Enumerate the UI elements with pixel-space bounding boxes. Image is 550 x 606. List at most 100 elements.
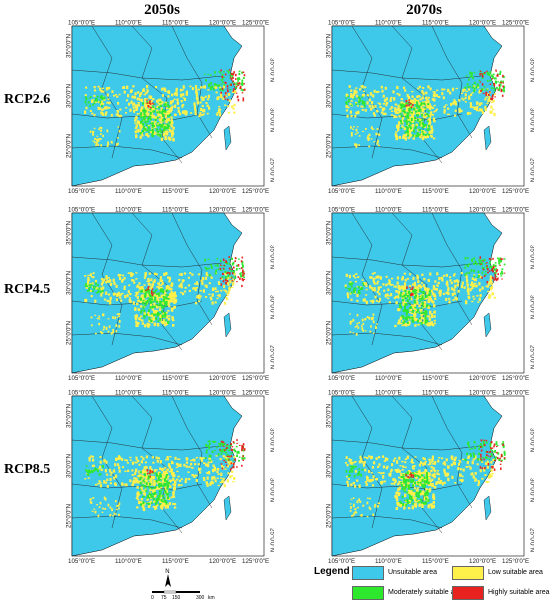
suitability-pattern [345,69,506,148]
province-border-2 [171,395,213,509]
lat-tick-right: 30°0'0"N [269,478,275,502]
lon-tick-bottom: 120°0'0"E [469,375,496,382]
province-border-2 [431,395,473,509]
lon-tick-top: 120°0'0"E [209,390,236,397]
lat-tick-left: 30°0'0"N [66,454,73,478]
lon-tick-top: 110°0'0"E [115,20,142,27]
province-border-3 [331,256,483,268]
province-border-5 [71,332,183,346]
lon-tick-top: 120°0'0"E [469,390,496,397]
lon-tick-top: 115°0'0"E [422,390,449,397]
province-border-1 [391,395,443,534]
lon-tick-top: 125°0'0"E [242,20,269,27]
lon-tick-bottom: 105°0'0"E [328,375,355,382]
legend-label-low: Low suitable area [488,569,543,576]
lon-tick-bottom: 105°0'0"E [68,188,95,195]
lon-tick-top: 105°0'0"E [328,390,355,397]
province-border-5 [71,515,183,529]
legend-swatch-low [452,566,484,580]
land-area [71,212,243,374]
map-rcp26-2070s: 105°0'0"E 105°0'0"E 110°0'0"E 110°0'0"E 115°… [324,18,534,198]
province-border-5 [331,332,443,346]
column-title-2050s: 2050s [144,2,180,18]
legend-swatch-unsuitable [352,566,384,580]
lon-tick-bottom: 120°0'0"E [209,558,236,565]
column-title-2070s: 2070s [406,2,442,18]
lat-tick-right: 35°0'0"N [269,58,275,82]
suitability-pattern [344,256,506,336]
lat-tick-left: 25°0'0"N [66,321,73,345]
province-border-3 [331,439,483,451]
legend-swatch-high [452,586,484,600]
lon-tick-top: 105°0'0"E [328,20,355,27]
lon-tick-bottom: 115°0'0"E [422,188,449,195]
lon-tick-top: 125°0'0"E [502,207,529,214]
lon-tick-bottom: 120°0'0"E [469,558,496,565]
lon-tick-top: 105°0'0"E [328,207,355,214]
lon-tick-top: 125°0'0"E [502,390,529,397]
province-border-5 [331,515,443,529]
lat-tick-right: 25°0'0"N [529,158,535,182]
row-title-rcp26: RCP2.6 [4,92,51,107]
taiwan-island [483,125,492,151]
province-border-2 [171,212,213,326]
lat-tick-right: 25°0'0"N [269,345,275,369]
lon-tick-bottom: 125°0'0"E [502,188,529,195]
lat-tick-right: 30°0'0"N [529,108,535,132]
north-arrow-icon: N [162,567,174,589]
lat-tick-left: 30°0'0"N [66,84,73,108]
lat-tick-left: 25°0'0"N [66,134,73,158]
row-title-rcp85: RCP8.5 [4,462,51,477]
scale-bar: 0 75 150 300 km [150,590,220,602]
province-border-1 [391,212,443,351]
lon-tick-top: 125°0'0"E [502,20,529,27]
province-border-3 [71,69,223,81]
lat-tick-left: 30°0'0"N [326,271,333,295]
province-border-1 [131,25,183,164]
taiwan-island [223,125,232,151]
scale-tick-75: 75 [161,595,167,601]
taiwan-island [483,495,492,521]
lon-tick-top: 105°0'0"E [68,20,95,27]
province-border-0 [351,212,383,346]
lon-tick-top: 110°0'0"E [375,207,402,214]
legend-swatch-moderate [352,586,384,600]
lat-tick-right: 30°0'0"N [529,478,535,502]
lon-tick-top: 125°0'0"E [242,207,269,214]
lat-tick-left: 35°0'0"N [326,221,333,245]
lon-tick-bottom: 105°0'0"E [328,558,355,565]
lon-tick-bottom: 120°0'0"E [469,188,496,195]
province-border-0 [91,395,123,529]
lon-tick-bottom: 105°0'0"E [68,375,95,382]
lat-tick-right: 25°0'0"N [269,158,275,182]
legend-label-high: Highly suitable area [488,589,550,596]
map-rcp45-2050s: 105°0'0"E 105°0'0"E 110°0'0"E 110°0'0"E 115°… [64,205,274,385]
lat-tick-left: 35°0'0"N [326,34,333,58]
lon-tick-bottom: 110°0'0"E [115,558,142,565]
lon-tick-bottom: 115°0'0"E [422,375,449,382]
lon-tick-bottom: 115°0'0"E [422,558,449,565]
province-border-4 [331,300,463,308]
suitability-pattern [84,439,246,518]
province-border-2 [431,25,473,139]
lon-tick-bottom: 125°0'0"E [242,188,269,195]
lat-tick-right: 25°0'0"N [529,345,535,369]
lon-tick-top: 120°0'0"E [209,20,236,27]
lon-tick-bottom: 105°0'0"E [328,188,355,195]
lon-tick-bottom: 115°0'0"E [162,375,189,382]
lat-tick-right: 30°0'0"N [269,295,275,319]
scale-tick-0: 0 [151,595,154,601]
map-rcp26-2050s: 105°0'0"E 105°0'0"E 110°0'0"E 110°0'0"E 115°… [64,18,274,198]
lon-tick-bottom: 125°0'0"E [502,375,529,382]
svg-text:N: N [165,569,169,575]
lat-tick-left: 25°0'0"N [326,321,333,345]
lat-tick-right: 35°0'0"N [529,245,535,269]
province-border-2 [171,25,213,139]
lat-tick-right: 25°0'0"N [529,528,535,552]
lon-tick-top: 105°0'0"E [68,207,95,214]
lat-tick-right: 35°0'0"N [269,245,275,269]
lat-tick-right: 30°0'0"N [269,108,275,132]
province-border-5 [71,145,183,159]
lon-tick-bottom: 110°0'0"E [115,188,142,195]
province-border-0 [91,212,123,346]
